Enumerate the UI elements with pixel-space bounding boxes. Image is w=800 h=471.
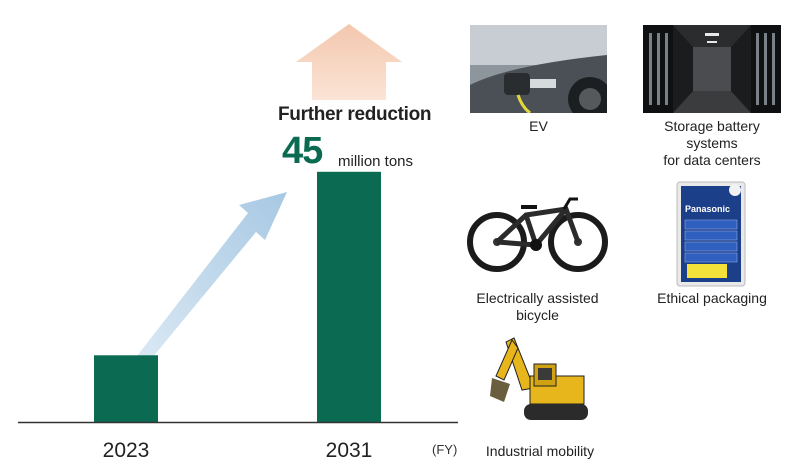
caption-industrial-mobility: Industrial mobility	[485, 443, 595, 459]
callout-title: Further reduction	[278, 104, 432, 125]
callout-value: 45	[282, 130, 323, 172]
ev-charging-photo	[470, 25, 612, 121]
caption-ethical-packaging: Ethical packaging	[657, 290, 767, 306]
data-center-photo	[643, 25, 781, 113]
caption-ev: EV	[529, 118, 548, 134]
svg-text:Panasonic: Panasonic	[685, 204, 730, 214]
excavator-photo	[486, 330, 590, 426]
x-tick-label-2023: 2023	[103, 439, 150, 462]
increase-arrow-up	[296, 24, 402, 100]
caption-e-bike: Electrically assisted bicycle	[476, 290, 599, 323]
callout-unit: million tons	[338, 153, 414, 170]
bar-2023	[94, 355, 158, 422]
x-axis-unit-label: (FY)	[432, 442, 458, 457]
e-bike-photo	[466, 193, 609, 273]
caption-data-center: Storage battery systems for data centers	[663, 118, 761, 168]
trend-arrow-diagonal	[137, 192, 287, 364]
battery-package-photo: Panasonic	[675, 180, 747, 288]
x-tick-label-2031: 2031	[326, 439, 373, 462]
bar-2031	[317, 171, 381, 422]
